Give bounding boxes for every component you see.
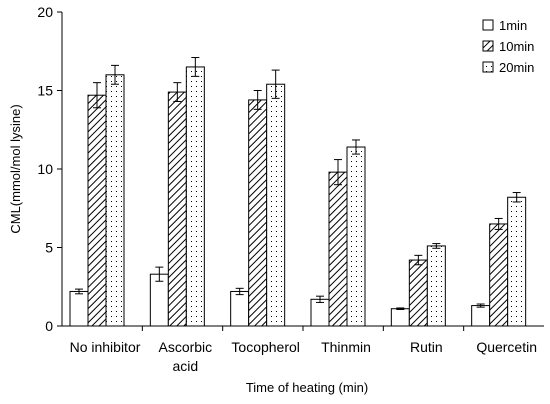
y-ticks: 0 5 10 15 20	[37, 4, 62, 334]
error-bars	[75, 57, 521, 311]
bar-1min	[471, 305, 491, 327]
x-tick-label-line: acid	[172, 358, 198, 374]
x-tick-label: Tocopherol	[231, 339, 300, 355]
y-axis-title: CML(mmol/mol lysine)	[8, 104, 23, 233]
bar-20min	[346, 146, 366, 327]
legend-swatch-1min	[482, 19, 494, 31]
bar-1min	[69, 290, 89, 327]
y-tick-label: 20	[37, 4, 53, 20]
axes	[61, 12, 544, 327]
bar-20min	[105, 74, 125, 327]
bar-20min	[426, 245, 446, 327]
legend-swatch-10min	[482, 40, 494, 52]
y-tick-label: 0	[45, 318, 53, 334]
bar-10min	[489, 223, 509, 327]
bars	[69, 66, 527, 327]
x-tick-label-line: Rutin	[410, 339, 443, 355]
bar-1min	[230, 290, 250, 327]
legend-label: 10min	[499, 39, 534, 54]
x-tick-label-line: Quercetin	[476, 339, 537, 355]
bar-10min	[167, 91, 187, 327]
x-tick-label-line: Tocopherol	[231, 339, 300, 355]
x-tick-label: Rutin	[410, 339, 443, 355]
legend-label: 20min	[499, 60, 534, 75]
x-tick-label: Ascorbic acid	[158, 339, 212, 374]
bar-20min	[266, 83, 286, 327]
bar-10min	[328, 171, 348, 327]
x-tick-label-line: No inhibitor	[70, 339, 141, 355]
legend: 1min 10min 20min	[482, 18, 534, 75]
bar-1min	[149, 273, 169, 327]
x-tick-label: Quercetin	[476, 339, 537, 355]
x-tick-label-line: Thinmin	[321, 339, 371, 355]
bar-20min	[507, 196, 527, 327]
bar-10min	[248, 99, 268, 327]
legend-swatch-20min	[482, 61, 494, 73]
x-tick-label: Thinmin	[321, 339, 371, 355]
bar-1min	[390, 308, 410, 327]
legend-label: 1min	[499, 18, 527, 33]
y-tick-label: 5	[45, 240, 53, 256]
y-tick-label: 15	[37, 83, 53, 99]
bar-10min	[87, 94, 107, 327]
x-tick-label-line: Ascorbic	[158, 339, 212, 355]
bar-20min	[185, 66, 205, 327]
bar-10min	[408, 259, 428, 327]
x-tick-label: No inhibitor	[70, 339, 141, 355]
y-tick-label: 10	[37, 161, 53, 177]
x-axis-title: Time of heating (min)	[246, 380, 368, 395]
bar-1min	[310, 298, 330, 327]
x-tick-labels: No inhibitor Ascorbic acid Tocopherol Thinmi…	[70, 326, 537, 374]
